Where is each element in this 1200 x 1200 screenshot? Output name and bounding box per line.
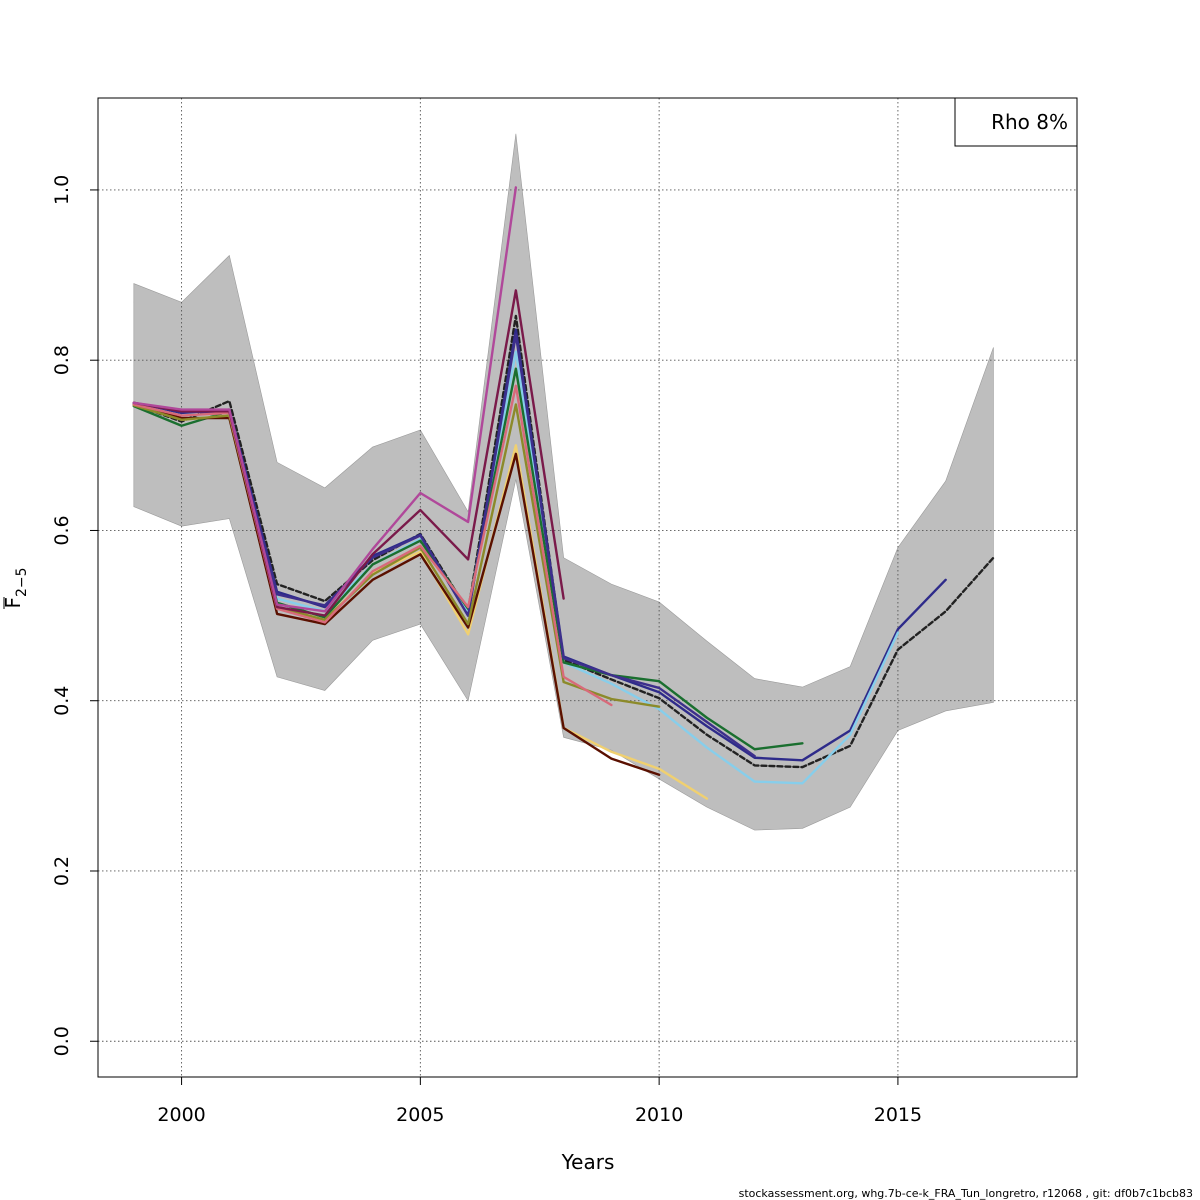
series-line-11 <box>132 186 518 613</box>
y-axis: 0.0 0.2 0.4 0.6 0.8 1.0 <box>51 175 99 1056</box>
legend: Rho 8% <box>954 97 1078 147</box>
y-tick-label-group: 0.2 <box>51 856 73 886</box>
y-tick-label: 1.0 <box>51 175 73 205</box>
x-tick-label: 2000 <box>157 1104 205 1126</box>
confidence-band-layer <box>133 133 994 831</box>
y-tick-label: 0.8 <box>51 345 73 375</box>
y-tick-label-group: 0.4 <box>51 686 73 716</box>
series-layer <box>132 186 995 800</box>
confidence-band <box>133 133 994 831</box>
y-tick-label: 0.4 <box>51 686 73 716</box>
x-tick-label: 2010 <box>635 1104 683 1126</box>
y-tick-label: 0.6 <box>51 515 73 545</box>
footer-credit: stockassessment.org, whg.7b-ce-k_FRA_Tun… <box>739 1187 1193 1200</box>
y-axis-title: F2−5 <box>1 567 30 609</box>
x-tick-label: 2005 <box>396 1104 444 1126</box>
y-axis-title-subscript: 2−5 <box>14 567 30 597</box>
legend-box <box>954 97 1078 147</box>
y-axis-title-letter: F <box>1 597 25 609</box>
y-tick-label-group: 1.0 <box>51 175 73 205</box>
x-tick-label: 2015 <box>874 1104 922 1126</box>
x-axis: 2000 2005 2010 2015 <box>157 1076 922 1126</box>
legend-text: Rho 8% <box>991 110 1068 134</box>
y-axis-title-main: F2−5 <box>1 567 30 608</box>
y-tick-label: 0.0 <box>51 1026 73 1056</box>
y-tick-label-group: 0.6 <box>51 515 73 545</box>
series-line-9 <box>132 384 613 707</box>
x-axis-title: Years <box>561 1150 615 1174</box>
series-line-10 <box>132 289 565 617</box>
y-tick-label-group: 0.0 <box>51 1026 73 1056</box>
y-tick-label-group: 0.8 <box>51 345 73 375</box>
series-line-8 <box>132 403 661 708</box>
y-tick-label: 0.2 <box>51 856 73 886</box>
grid-layer <box>98 98 1077 1077</box>
series-line-7 <box>132 403 661 776</box>
